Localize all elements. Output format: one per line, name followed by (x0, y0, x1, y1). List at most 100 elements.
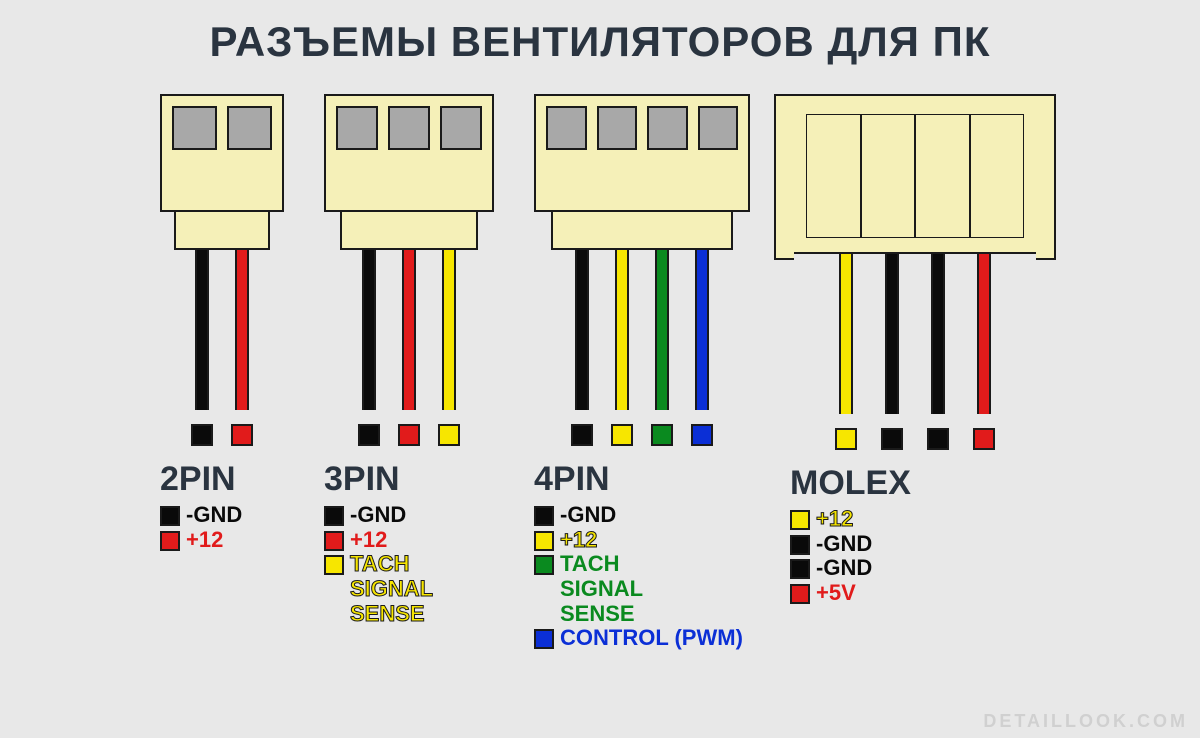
wire-terminal-yellow (835, 428, 857, 450)
wire-black (362, 250, 376, 410)
connector-stem (174, 210, 270, 250)
legend-text: TACH SIGNAL SENSE (560, 552, 643, 626)
molex-body (790, 94, 1040, 254)
legend-text: TACH SIGNAL SENSE (350, 552, 433, 626)
connector-body (534, 94, 750, 212)
legend-swatch (534, 555, 554, 575)
wire-black (575, 250, 589, 410)
wire-red (235, 250, 249, 410)
wire-yellow (442, 250, 456, 410)
wire-terminals (835, 428, 995, 450)
molex-cell (861, 114, 916, 238)
wire-terminal-black (571, 424, 593, 446)
wire-terminal-black (927, 428, 949, 450)
legend: -GND+12TACH SIGNAL SENSE (324, 503, 433, 626)
legend-item: -GND (790, 532, 872, 557)
pin-slot (172, 106, 217, 150)
legend-swatch (324, 506, 344, 526)
wires (195, 250, 249, 410)
wire-black (195, 250, 209, 410)
legend-item: TACH SIGNAL SENSE (324, 552, 433, 626)
legend-text: +12 (816, 507, 853, 532)
legend: -GND+12TACH SIGNAL SENSECONTROL (PWM) (534, 503, 743, 651)
wire-terminal-red (398, 424, 420, 446)
legend-swatch (160, 531, 180, 551)
legend-text: +12 (186, 528, 223, 553)
wire-terminals (191, 424, 253, 446)
wires (575, 250, 709, 410)
legend-text: +5V (816, 581, 856, 606)
legend-item: -GND (790, 556, 872, 581)
connector-label: 2PIN (160, 460, 236, 499)
legend-item: +12 (324, 528, 433, 553)
connector-label: 4PIN (534, 460, 610, 499)
legend-swatch (790, 559, 810, 579)
connector-label: 3PIN (324, 460, 400, 499)
legend-item: -GND (160, 503, 242, 528)
pin-slot (227, 106, 272, 150)
pin-slot (336, 106, 378, 150)
connector-molex: MOLEX+12-GND-GND+5V (790, 94, 1040, 651)
legend-text: +12 (350, 528, 387, 553)
wire-terminal-black (881, 428, 903, 450)
legend-item: -GND (324, 503, 433, 528)
legend-swatch (534, 506, 554, 526)
legend-item: -GND (534, 503, 743, 528)
legend-swatch (790, 535, 810, 555)
wire-terminal-red (973, 428, 995, 450)
page-title: РАЗЪЕМЫ ВЕНТИЛЯТОРОВ ДЛЯ ПК (0, 0, 1200, 66)
wire-terminal-black (358, 424, 380, 446)
connector-2pin: 2PIN -GND+12 (160, 94, 284, 651)
legend-text: CONTROL (PWM) (560, 626, 743, 651)
connector-stem (551, 210, 733, 250)
legend-text: -GND (560, 503, 616, 528)
connector-4pin: 4PIN -GND+12TACH SIGNAL SENSECONTROL (PWM… (534, 94, 750, 651)
wire-terminal-red (231, 424, 253, 446)
pin-slot (546, 106, 587, 150)
legend-text: -GND (816, 532, 872, 557)
wires (362, 250, 456, 410)
legend-swatch (324, 555, 344, 575)
legend-text: -GND (816, 556, 872, 581)
wire-terminal-green (651, 424, 673, 446)
connector-stem (340, 210, 478, 250)
legend-swatch (790, 584, 810, 604)
pin-slot (597, 106, 638, 150)
legend-item: +12 (160, 528, 242, 553)
wire-yellow (839, 254, 853, 414)
wire-terminal-yellow (438, 424, 460, 446)
legend-swatch (324, 531, 344, 551)
legend-item: +12 (790, 507, 872, 532)
connector-body (324, 94, 494, 212)
connectors-row: 2PIN-GND+123PIN-GND+12TACH SIGNAL SENSE4… (0, 94, 1200, 651)
pin-slot (698, 106, 739, 150)
wire-red (977, 254, 991, 414)
legend-text: -GND (350, 503, 406, 528)
legend-item: +5V (790, 581, 872, 606)
legend: -GND+12 (160, 503, 242, 552)
legend: +12-GND-GND+5V (790, 507, 872, 606)
wire-terminal-blue (691, 424, 713, 446)
wire-terminals (571, 424, 713, 446)
legend-swatch (160, 506, 180, 526)
legend-swatch (790, 510, 810, 530)
legend-swatch (534, 629, 554, 649)
wire-terminal-black (191, 424, 213, 446)
connector-label: MOLEX (790, 464, 911, 503)
wires (839, 254, 991, 414)
legend-item: CONTROL (PWM) (534, 626, 743, 651)
pin-slot (440, 106, 482, 150)
wire-green (655, 250, 669, 410)
wire-terminal-yellow (611, 424, 633, 446)
connector-body (160, 94, 284, 212)
molex-cell (970, 114, 1025, 238)
pin-slot (388, 106, 430, 150)
legend-text: +12 (560, 528, 597, 553)
wire-terminals (358, 424, 460, 446)
connector-3pin: 3PIN -GND+12TACH SIGNAL SENSE (324, 94, 494, 651)
wire-black (931, 254, 945, 414)
molex-cell (915, 114, 970, 238)
legend-item: +12 (534, 528, 743, 553)
pin-slot (647, 106, 688, 150)
legend-swatch (534, 531, 554, 551)
